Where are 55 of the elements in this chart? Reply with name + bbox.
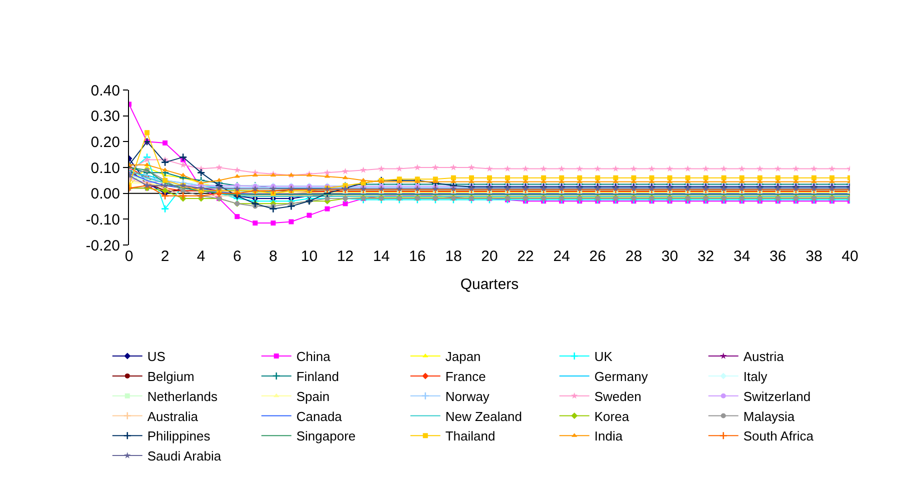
- y-tick-label: -0.20: [86, 237, 120, 254]
- x-tick-label: 4: [196, 248, 206, 265]
- y-tick-label: 0.30: [90, 108, 120, 126]
- x-tick-label: 6: [232, 248, 242, 265]
- x-tick-label: 24: [553, 248, 570, 265]
- legend-label: Finland: [296, 369, 340, 384]
- legend-label: Germany: [594, 369, 648, 384]
- legend-label: Netherlands: [147, 388, 218, 404]
- legend-label: Spain: [296, 388, 330, 404]
- x-tick-label: 14: [373, 248, 390, 265]
- legend-label: India: [594, 428, 624, 444]
- legend-label: Malaysia: [743, 408, 796, 424]
- x-tick-label: 40: [842, 248, 858, 265]
- y-tick-label: -0.10: [86, 211, 120, 228]
- y-tick-label: 0.40: [90, 82, 120, 100]
- x-tick-label: 28: [625, 248, 642, 265]
- legend-label: Belgium: [147, 369, 194, 384]
- y-tick-label: 0.00: [90, 186, 120, 203]
- x-tick-label: 20: [481, 248, 498, 265]
- legend-label: Thailand: [445, 428, 496, 444]
- x-tick-label: 12: [336, 248, 354, 265]
- legend-label: Norway: [445, 388, 490, 404]
- x-tick-label: 34: [734, 248, 750, 265]
- legend-label: Sweden: [594, 388, 642, 404]
- legend-label: Canada: [296, 408, 343, 424]
- x-tick-label: 38: [806, 248, 822, 265]
- x-tick-label: 36: [770, 248, 786, 265]
- x-tick-label: 18: [445, 248, 462, 265]
- x-tick-label: 0: [124, 248, 134, 265]
- legend-label: UK: [594, 349, 613, 364]
- legend-label: Philippines: [147, 428, 211, 444]
- legend-label: Singapore: [296, 428, 356, 444]
- legend-label: Italy: [743, 369, 768, 384]
- legend-label: US: [147, 349, 166, 364]
- legend-label: France: [445, 369, 486, 384]
- legend-label: Switzerland: [743, 388, 811, 404]
- x-tick-label: 16: [409, 248, 426, 265]
- x-tick-label: 2: [160, 248, 170, 265]
- x-tick-label: 30: [661, 248, 678, 265]
- legend-label: Japan: [445, 349, 481, 364]
- legend-label: Saudi Arabia: [147, 448, 222, 464]
- legend-label: New Zealand: [445, 408, 522, 424]
- y-tick-label: 0.10: [90, 160, 120, 177]
- y-tick-label: 0.20: [90, 134, 120, 151]
- x-tick-label: 32: [697, 248, 714, 265]
- x-tick-label: 22: [517, 248, 534, 265]
- x-tick-label: 10: [300, 248, 318, 265]
- legend-label: South Africa: [743, 428, 814, 444]
- x-tick-label: 8: [269, 248, 278, 265]
- legend-label: Australia: [147, 408, 199, 424]
- x-axis-title: Quarters: [460, 276, 519, 293]
- legend-label: Austria: [743, 349, 785, 364]
- x-tick-label: 26: [589, 248, 606, 265]
- legend-label: China: [296, 349, 332, 364]
- legend-label: Korea: [594, 408, 630, 424]
